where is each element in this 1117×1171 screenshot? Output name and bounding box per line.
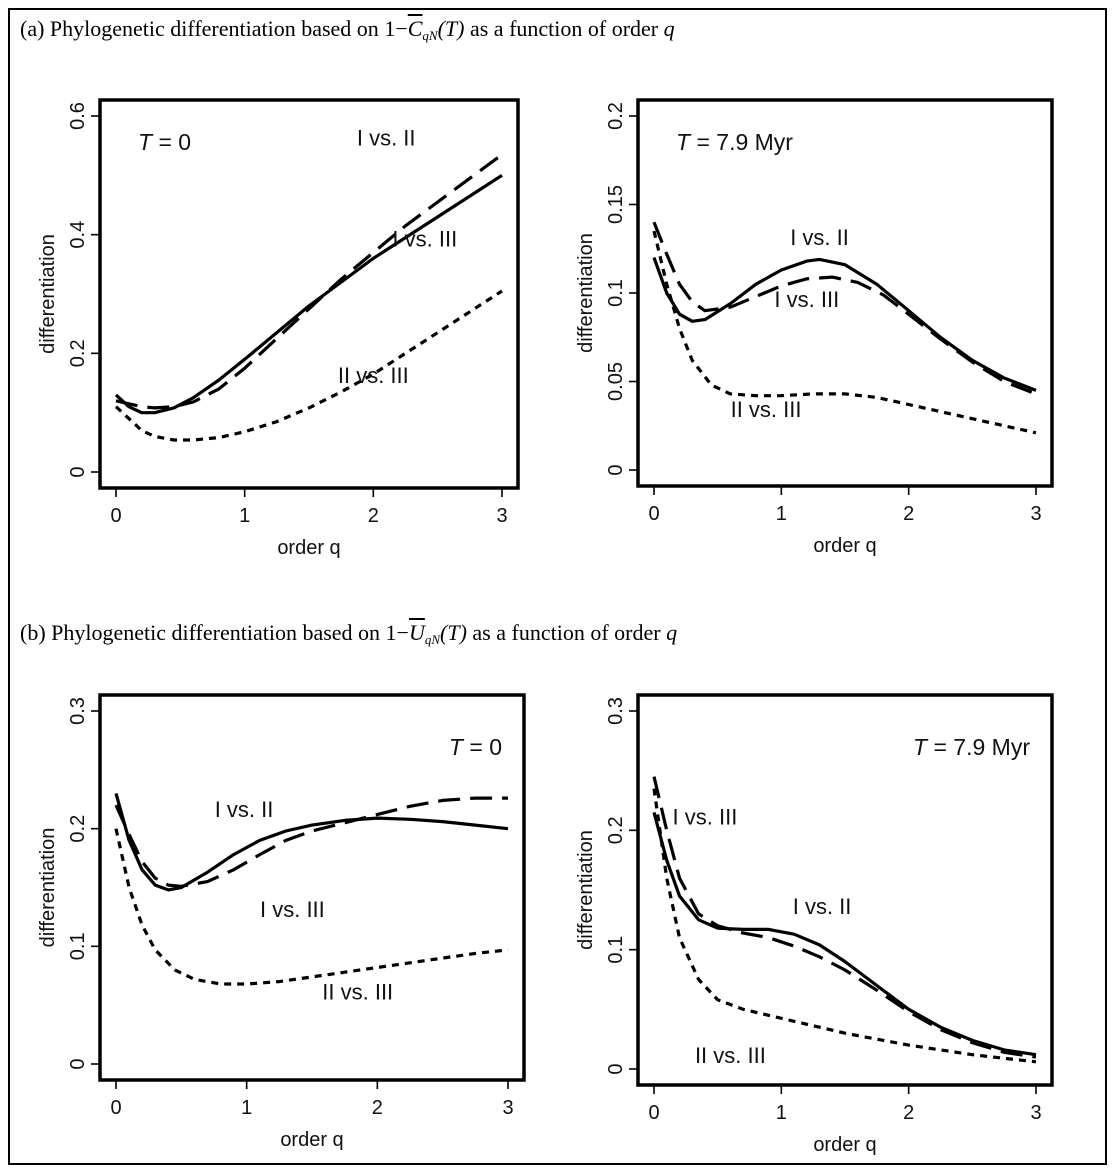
chart-b1-y-tick-label: 0 bbox=[67, 1058, 89, 1069]
chart-b2-plot-box bbox=[636, 693, 1054, 1087]
chart-b2: 0 1 2 3 0 0.1 0.2 0.3 order q differentiation I vs… bbox=[575, 693, 1054, 1156]
chart-a2-x-tick-label: 2 bbox=[903, 503, 914, 525]
chart-a2-series-solid bbox=[652, 257, 1037, 392]
chart-b1-x-tick-label: 1 bbox=[241, 1097, 252, 1119]
chart-b2-y-tick-label: 0.2 bbox=[605, 816, 627, 844]
section-a-label-tail: as a function of order bbox=[469, 16, 659, 41]
chart-b2-series-dashed bbox=[652, 776, 1037, 1059]
section-b-expr-prefix: 1− bbox=[385, 620, 409, 645]
chart-b2-x-tick-label: 1 bbox=[776, 1102, 787, 1124]
chart-b1-annotation: I vs. II bbox=[215, 797, 274, 822]
chart-a1-series-dotted bbox=[114, 289, 503, 442]
section-b-order-var: q bbox=[666, 620, 678, 645]
section-b-expr-sub: qN bbox=[424, 632, 441, 647]
chart-a2-t-label: T = 7.9 Myr bbox=[676, 129, 793, 155]
chart-b1-annotation: II vs. III bbox=[322, 979, 393, 1004]
chart-a2-x-tick-label: 0 bbox=[648, 503, 659, 525]
chart-b1-t-label: T = 0 bbox=[449, 734, 502, 760]
chart-a2-series-dashed bbox=[652, 221, 1037, 396]
chart-a2-y-tick-label: 0.05 bbox=[605, 362, 627, 401]
chart-b2-y-tick-label: 0 bbox=[605, 1063, 627, 1074]
chart-a1-series-dashed bbox=[115, 153, 503, 410]
chart-b2-annotation: II vs. III bbox=[695, 1043, 766, 1068]
chart-b2-t-label: T = 7.9 Myr bbox=[913, 734, 1030, 760]
chart-a2-y-tick-label: 0.1 bbox=[605, 279, 627, 307]
chart-a1-t-label: T = 0 bbox=[138, 129, 191, 155]
chart-a2-annotation: II vs. III bbox=[731, 397, 802, 422]
chart-a2: 0 1 2 3 0 0.05 0.1 0.15 0.2 order q differentiatio… bbox=[575, 98, 1054, 557]
chart-b2-x-tick-label: 0 bbox=[648, 1102, 659, 1124]
section-b-expr-suffix: (T) bbox=[440, 620, 467, 645]
chart-b1-annotation: I vs. III bbox=[260, 897, 325, 922]
section-a-order-var: q bbox=[663, 16, 675, 41]
chart-b2-x-tick-label: 3 bbox=[1030, 1102, 1041, 1124]
chart-b1-y-tick-label: 0.1 bbox=[67, 932, 89, 960]
section-b-label-tail: as a function of order bbox=[472, 620, 661, 645]
chart-a2-y-tick-label: 0 bbox=[605, 464, 627, 475]
chart-a2-x-tick-label: 3 bbox=[1030, 503, 1041, 525]
chart-a2-y-axis-label: differentiation bbox=[575, 233, 597, 353]
chart-a1-y-tick-label: 0.6 bbox=[67, 102, 89, 130]
chart-a2-x-axis-label: order q bbox=[813, 535, 876, 557]
chart-a1-x-tick-label: 3 bbox=[496, 505, 507, 527]
chart-a2-y-tick-label: 0.2 bbox=[605, 102, 627, 130]
chart-b1-x-tick-label: 3 bbox=[502, 1097, 513, 1119]
figure-frame bbox=[8, 8, 1107, 1165]
chart-b2-x-tick-label: 2 bbox=[903, 1102, 914, 1124]
chart-a1-y-tick-label: 0.2 bbox=[67, 339, 89, 367]
section-a-expr-symbol: C bbox=[407, 16, 423, 41]
chart-b1-series-solid bbox=[114, 792, 509, 892]
chart-b1-x-axis-label: order q bbox=[280, 1129, 343, 1151]
chart-a1: 0 1 2 3 0 0.2 0.4 0.6 order q differentiation I vs… bbox=[37, 98, 520, 559]
chart-a1-y-tick-label: 0 bbox=[67, 466, 89, 477]
chart-b1-y-axis-label: differentiation bbox=[37, 828, 59, 948]
chart-a1-plot-box bbox=[98, 98, 520, 490]
chart-b2-annotation: I vs. III bbox=[673, 804, 738, 829]
chart-b1-x-tick-label: 2 bbox=[372, 1097, 383, 1119]
chart-a1-y-tick-label: 0.4 bbox=[67, 221, 89, 249]
chart-a2-annotation: I vs. II bbox=[790, 225, 849, 250]
chart-b2-series-dotted bbox=[652, 788, 1037, 1064]
section-a-label: (a) Phylogenetic differentiation based o… bbox=[20, 16, 379, 41]
chart-b2-series-solid bbox=[652, 811, 1037, 1057]
chart-a1-y-axis-label: differentiation bbox=[37, 234, 59, 354]
chart-a2-series-dotted bbox=[652, 230, 1037, 435]
section-a-expr-sub: qN bbox=[422, 28, 438, 43]
chart-b2-annotation: I vs. II bbox=[793, 894, 852, 919]
section-a-title: (a) Phylogenetic differentiation based o… bbox=[20, 16, 675, 44]
chart-a1-annotation: I vs. III bbox=[392, 227, 457, 252]
section-a-expr-suffix: (T) bbox=[437, 16, 465, 41]
chart-b2-x-axis-label: order q bbox=[813, 1134, 876, 1156]
chart-a1-x-tick-label: 0 bbox=[110, 505, 121, 527]
chart-a1-x-axis-label: order q bbox=[277, 537, 340, 559]
chart-b1-series-dashed bbox=[114, 796, 508, 888]
chart-b1: 0 1 2 3 0 0.1 0.2 0.3 order q differentiation I vs… bbox=[37, 693, 526, 1151]
chart-a2-y-tick-label: 0.15 bbox=[605, 185, 627, 224]
chart-b1-y-tick-label: 0.3 bbox=[67, 697, 89, 725]
chart-b2-y-axis-label: differentiation bbox=[575, 830, 597, 950]
chart-a1-annotation: I vs. II bbox=[357, 126, 416, 151]
chart-a1-series-solid bbox=[114, 173, 503, 415]
chart-a1-annotation: II vs. III bbox=[338, 363, 409, 388]
chart-b2-y-tick-label: 0.3 bbox=[605, 697, 627, 725]
section-b-expr-symbol: U bbox=[408, 620, 425, 645]
chart-b2-y-tick-label: 0.1 bbox=[605, 936, 627, 964]
section-b-label: (b) Phylogenetic differentiation based o… bbox=[20, 620, 381, 645]
chart-b1-x-tick-label: 0 bbox=[110, 1097, 121, 1119]
section-b-title: (b) Phylogenetic differentiation based o… bbox=[20, 620, 677, 648]
section-a-expr-prefix: 1− bbox=[384, 16, 408, 41]
chart-a1-x-tick-label: 1 bbox=[239, 505, 250, 527]
chart-b1-y-tick-label: 0.2 bbox=[67, 815, 89, 843]
chart-a2-x-tick-label: 1 bbox=[776, 503, 787, 525]
chart-a2-plot-box bbox=[636, 98, 1054, 488]
chart-b1-plot-box bbox=[98, 693, 526, 1082]
chart-a2-annotation: I vs. III bbox=[774, 287, 839, 312]
chart-a1-x-tick-label: 2 bbox=[368, 505, 379, 527]
